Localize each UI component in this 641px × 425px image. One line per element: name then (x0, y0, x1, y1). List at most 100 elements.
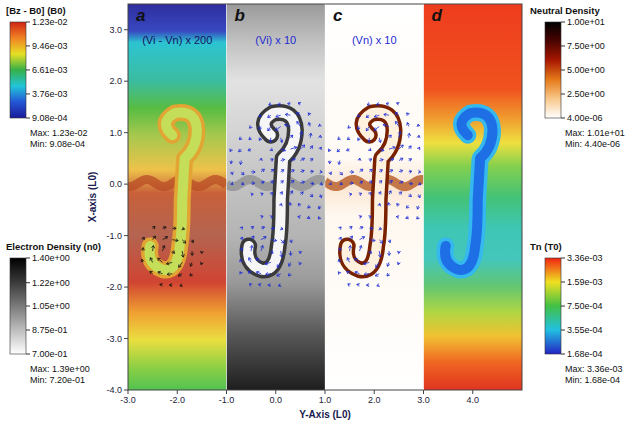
flow-arrow (409, 159, 412, 162)
plume-edge (347, 113, 394, 270)
flow-arrow (366, 115, 369, 118)
flow-arrow (359, 216, 362, 219)
flow-arrow (358, 114, 361, 117)
flow-arrow (355, 271, 360, 274)
flow-arrow (308, 205, 311, 208)
colorbar-tick (26, 93, 30, 94)
max-value: 1.23e-02 (52, 128, 88, 138)
colorbar-tick (561, 70, 565, 71)
flow-arrow (239, 137, 242, 140)
flow-arrow (300, 170, 304, 173)
flow-arrow (388, 240, 391, 243)
x-axis-title: Y-Axis (L0) (299, 409, 351, 420)
flow-arrow (387, 273, 390, 276)
colorbar-tick (561, 306, 565, 307)
flow-arrow (364, 272, 369, 275)
flow-arrow (408, 194, 411, 197)
flow-arrow (418, 170, 421, 173)
panel-separator (226, 4, 227, 390)
y-tick-label: 0.0 (109, 179, 122, 189)
flow-arrow (278, 284, 281, 287)
flow-arrow (280, 192, 283, 195)
flow-arrow (406, 205, 409, 208)
panel-separator (423, 4, 424, 390)
panel-letter: d (432, 6, 443, 25)
flow-arrow (251, 182, 255, 185)
flow-arrow (172, 250, 175, 253)
panel-b (227, 4, 326, 390)
colorbar-tick-label: 2.50e+00 (567, 89, 605, 99)
flow-arrow (230, 182, 233, 185)
colorbar-tick-label: 9.46e-03 (32, 41, 68, 51)
colorbar-tick-label: 7.50e+00 (567, 41, 605, 51)
flow-arrow (386, 102, 389, 105)
flow-arrow (241, 182, 244, 185)
colorbar-tick-label: 3.55e-04 (567, 325, 603, 335)
flow-arrow (338, 259, 341, 262)
min-value: 9.08e-04 (50, 139, 86, 149)
flow-arrow (269, 138, 272, 143)
flow-arrow (319, 194, 322, 197)
flow-arrow (360, 181, 363, 184)
flow-arrow (150, 258, 153, 263)
flow-arrow (271, 227, 275, 230)
flow-arrow (259, 138, 262, 141)
colorbar-max: Max: 3.36e-03 (565, 364, 623, 374)
panel-title: (Vi - Vn) x 200 (142, 34, 212, 46)
flow-arrow (179, 262, 183, 267)
flow-arrow (350, 170, 354, 173)
flow-arrow (162, 246, 165, 252)
colorbar-tick-label: 1.59e-03 (567, 277, 603, 287)
flow-arrow (240, 227, 243, 230)
colorbar (10, 258, 26, 354)
flow-arrow (377, 284, 380, 287)
flow-arrow (357, 283, 360, 286)
flow-arrow (397, 262, 400, 265)
flow-arrow (191, 251, 194, 255)
flow-arrow (329, 182, 332, 185)
flow-arrow (360, 226, 364, 229)
flow-arrow (271, 169, 274, 172)
y-tick-label: -2.0 (106, 282, 122, 292)
flow-arrow (158, 271, 163, 274)
flow-arrow (285, 113, 290, 116)
flow-arrow (265, 262, 271, 265)
flow-arrow (251, 170, 255, 173)
min-caption: Min: (30, 139, 50, 149)
flow-arrow (319, 135, 322, 138)
y-tick (124, 81, 128, 82)
min-value: 1.68e-04 (585, 375, 621, 385)
flow-arrow (319, 124, 322, 127)
flow-arrow (300, 131, 303, 137)
colorbar-title: Neutral Density (530, 5, 600, 16)
flow-arrow (349, 227, 352, 230)
colorbar (545, 22, 561, 118)
flow-arrow (369, 227, 373, 230)
flow-arrow (338, 137, 341, 140)
flow-arrow (329, 172, 332, 175)
colorbar-tick (561, 281, 565, 282)
flow-arrow (297, 121, 301, 126)
flow-arrow (338, 272, 341, 275)
flow-arrow (285, 124, 291, 127)
colorbar-tick-label: 1.23e-02 (32, 17, 68, 27)
flow-arrow (300, 181, 304, 184)
flow-arrow (239, 161, 242, 165)
flow-arrow (395, 121, 399, 126)
flow-arrow (347, 148, 350, 151)
flow-arrow (389, 146, 395, 149)
colorbar-min: Min: 9.08e-04 (30, 139, 85, 149)
flow-arrow (241, 172, 244, 175)
flow-arrow (375, 273, 379, 276)
flow-arrow (251, 227, 254, 230)
flow-arrow (310, 159, 313, 162)
flow-arrow (240, 237, 243, 240)
flow-arrow (378, 204, 381, 207)
x-tick-label: 2.0 (368, 395, 381, 405)
flow-arrow (369, 169, 372, 172)
flow-arrow (152, 246, 155, 252)
flow-arrow (388, 191, 391, 195)
flow-arrow (153, 236, 156, 240)
flow-arrow (172, 239, 178, 242)
flow-arrow (240, 272, 243, 275)
